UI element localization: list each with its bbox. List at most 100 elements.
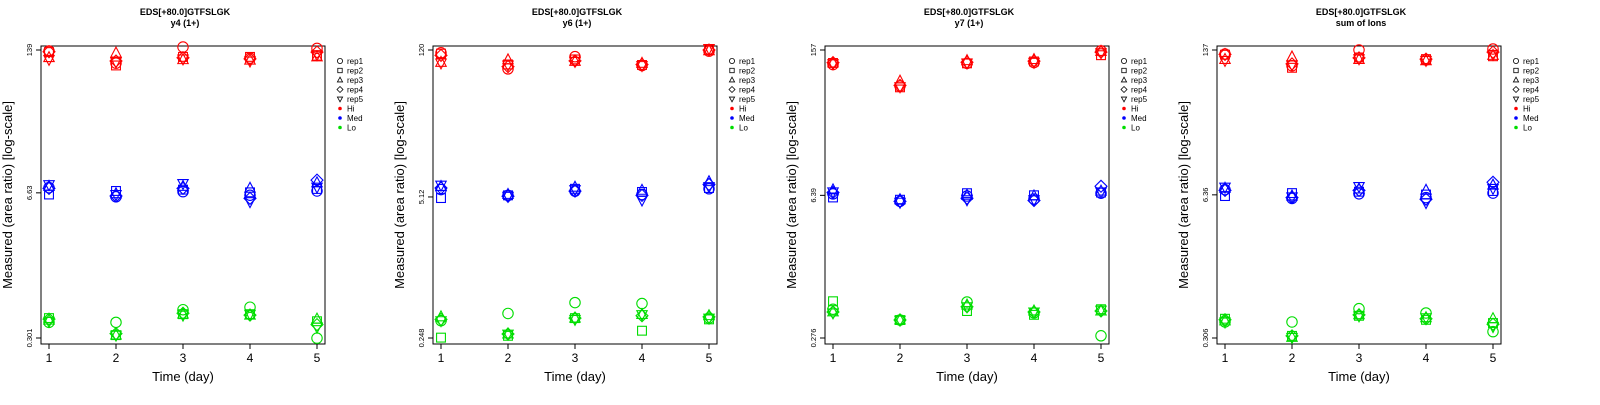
data-point-hi-rep5-day2 [1285,60,1299,73]
chart-title: EDS[+80.0]GTFSLGK [140,7,231,17]
data-point-med-rep4-day5 [310,173,324,187]
legend-marker-rep1 [728,58,735,65]
data-point-lo-rep1-day3 [1353,302,1365,315]
data-point-med-rep3-day2 [1285,188,1299,201]
data-point-lo-rep1-day5 [311,332,323,344]
data-point-hi-rep5-day2 [893,82,907,94]
data-point-hi-rep5-day3 [176,54,190,67]
legend-label-rep2: rep2 [1523,67,1540,76]
legend-marker-rep3 [1512,76,1520,83]
x-tick-label: 3 [1356,351,1363,365]
legend-label-hi: Hi [347,105,355,114]
data-point-hi-rep4-day2 [501,59,515,74]
data-point-lo-rep2-day1 [436,332,446,343]
legend-label-rep4: rep4 [739,86,756,95]
data-point-med-rep5-day4 [1419,198,1433,210]
legend-label-rep4: rep4 [347,86,364,95]
data-point-lo-rep3-day3 [568,310,582,323]
data-point-hi-rep5-day3 [1352,54,1366,66]
x-tick-label: 1 [46,351,53,365]
legend-label-med: Med [347,114,363,123]
legend-label-rep1: rep1 [1523,57,1540,66]
data-point-lo-rep1-day2 [1286,316,1298,328]
legend-label-med: Med [1523,114,1539,123]
data-point-med-rep1-day3 [177,185,189,198]
legend-marker-med [338,116,342,120]
data-point-hi-rep2-day2 [111,60,121,71]
x-tick-label: 4 [1423,351,1430,365]
legend-label-rep2: rep2 [1131,67,1148,76]
data-point-lo-rep1-day3 [177,303,189,316]
data-point-lo-rep4-day3 [568,311,582,325]
y-tick-label: 137 [1201,44,1210,57]
legend-label-rep3: rep3 [347,76,364,85]
data-point-lo-rep5-day4 [243,309,257,322]
data-point-hi-rep5-day5 [1486,49,1500,62]
chart-subtitle: y6 (1+) [563,18,592,28]
legend-label-rep2: rep2 [739,67,756,76]
data-point-lo-rep2-day3 [962,306,972,316]
data-point-hi-rep4-day1 [42,44,56,59]
x-tick-label: 1 [830,351,837,365]
data-point-med-rep5-day3 [960,195,974,207]
legend-marker-lo [338,125,342,130]
data-point-med-rep5-day3 [568,185,582,197]
legend-marker-rep2 [1513,67,1519,74]
data-points [1218,43,1500,345]
y-tick-label: 5.12 [417,190,426,205]
data-point-med-rep5-day4 [635,195,649,208]
data-point-hi-rep4-day3 [176,50,190,65]
data-point-hi-rep5-day2 [501,60,515,73]
data-point-med-rep5-day2 [109,190,123,202]
y-tick-label: 0.248 [417,329,426,348]
data-point-hi-rep5-day1 [434,58,448,71]
data-point-hi-rep4-day1 [434,48,448,63]
data-point-lo-rep3-day5 [1094,303,1108,316]
data-point-med-rep4-day5 [1094,179,1108,194]
data-point-med-rep4-day3 [176,181,190,196]
legend-marker-rep1 [1512,58,1519,65]
data-point-lo-rep5-day5 [310,322,324,335]
legend-marker-rep3 [336,76,344,83]
legend-marker-rep4 [336,85,344,94]
data-point-hi-rep4-day5 [310,45,324,59]
data-point-lo-rep1-day2 [110,316,122,329]
legend-label-hi: Hi [1131,105,1139,114]
data-point-lo-rep3-day1 [826,304,840,317]
data-point-hi-rep3-day2 [501,52,515,65]
x-tick-label: 2 [1289,351,1296,365]
y-tick-label: 6.63 [25,186,34,201]
y-axis-label: Measured (area ratio) [log-scale] [1176,101,1191,289]
x-tick-label: 4 [639,351,646,365]
data-point-lo-rep5-day3 [176,310,190,323]
data-point-hi-rep5-day3 [960,58,974,71]
x-tick-label: 5 [314,351,321,365]
data-point-lo-rep3-day1 [42,313,56,325]
data-point-med-rep3-day4 [635,183,649,195]
legend-marker-hi [730,106,734,111]
data-point-hi-rep3-day4 [635,56,649,68]
chart-title: EDS[+80.0]GTFSLGK [1316,7,1407,17]
data-point-hi-rep5-day5 [702,44,716,56]
data-point-lo-rep1-day4 [1420,307,1432,319]
legend-marker-rep1 [1120,58,1127,65]
data-point-hi-rep5-day4 [243,56,257,69]
legend-marker-hi [1514,106,1518,111]
y-tick-label: 157 [809,44,818,57]
legend-label-lo: Lo [1523,124,1532,133]
data-point-hi-rep5-day1 [1218,55,1232,68]
data-point-lo-rep1-day2 [502,307,514,320]
y-axis-label: Measured (area ratio) [log-scale] [784,101,799,289]
data-point-med-rep4-day3 [1352,183,1366,198]
data-point-med-rep4-day4 [243,191,257,206]
chart-subtitle: y7 (1+) [955,18,984,28]
data-point-med-rep4-day1 [42,181,56,196]
data-point-hi-rep5-day4 [1419,55,1433,68]
